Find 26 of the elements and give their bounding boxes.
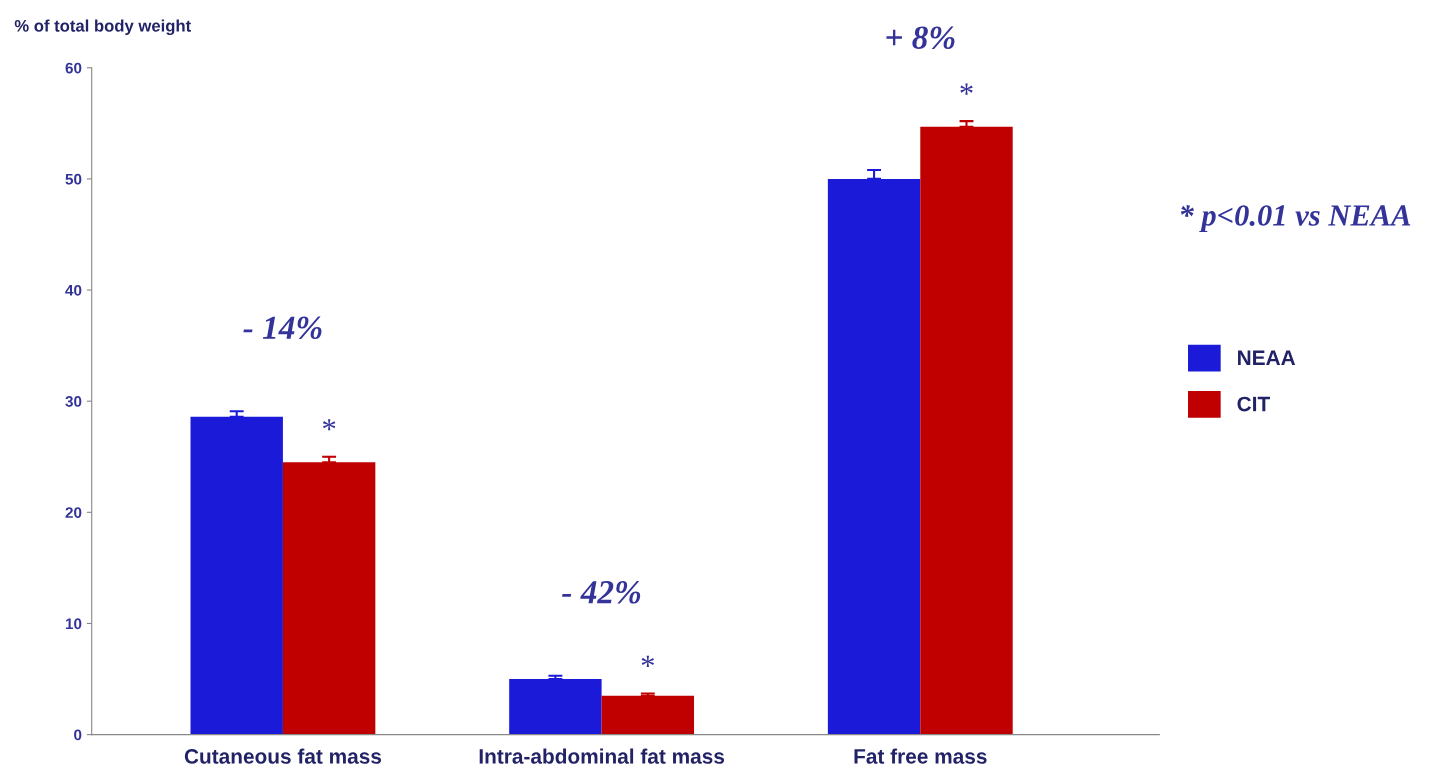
legend-label: NEAA xyxy=(1238,350,1296,365)
x-tick-label: Intra-abdominal fat mass xyxy=(479,748,725,764)
annotation: - 14% xyxy=(243,316,322,340)
x-tick-label: Cutaneous fat mass xyxy=(184,748,382,764)
legend-label: CIT xyxy=(1237,396,1270,412)
y-tick-label: 60 xyxy=(65,62,82,74)
text: + 8% xyxy=(886,26,955,50)
bar xyxy=(601,695,695,735)
annotation: - 42% xyxy=(562,580,641,604)
y-tick-label: 0 xyxy=(74,729,82,741)
data-label: * xyxy=(322,419,336,431)
text: * p<0.01 vs NEAA xyxy=(1180,205,1411,232)
y-tick-label: 40 xyxy=(65,284,82,296)
y-axis-title: % of total body weight xyxy=(14,19,191,36)
y-tick-label: 50 xyxy=(65,173,82,185)
data-label: * xyxy=(641,655,654,668)
bar xyxy=(827,178,921,735)
bar xyxy=(282,462,376,735)
y-tick-label: 30 xyxy=(65,396,82,407)
bar xyxy=(920,126,1013,735)
bar xyxy=(509,679,602,735)
data-label: * xyxy=(960,83,973,95)
x-tick-label: Fat free mass xyxy=(854,748,987,764)
y-tick-label: 10 xyxy=(65,618,82,630)
y-tick-label: 20 xyxy=(65,507,82,519)
bar xyxy=(190,416,283,735)
